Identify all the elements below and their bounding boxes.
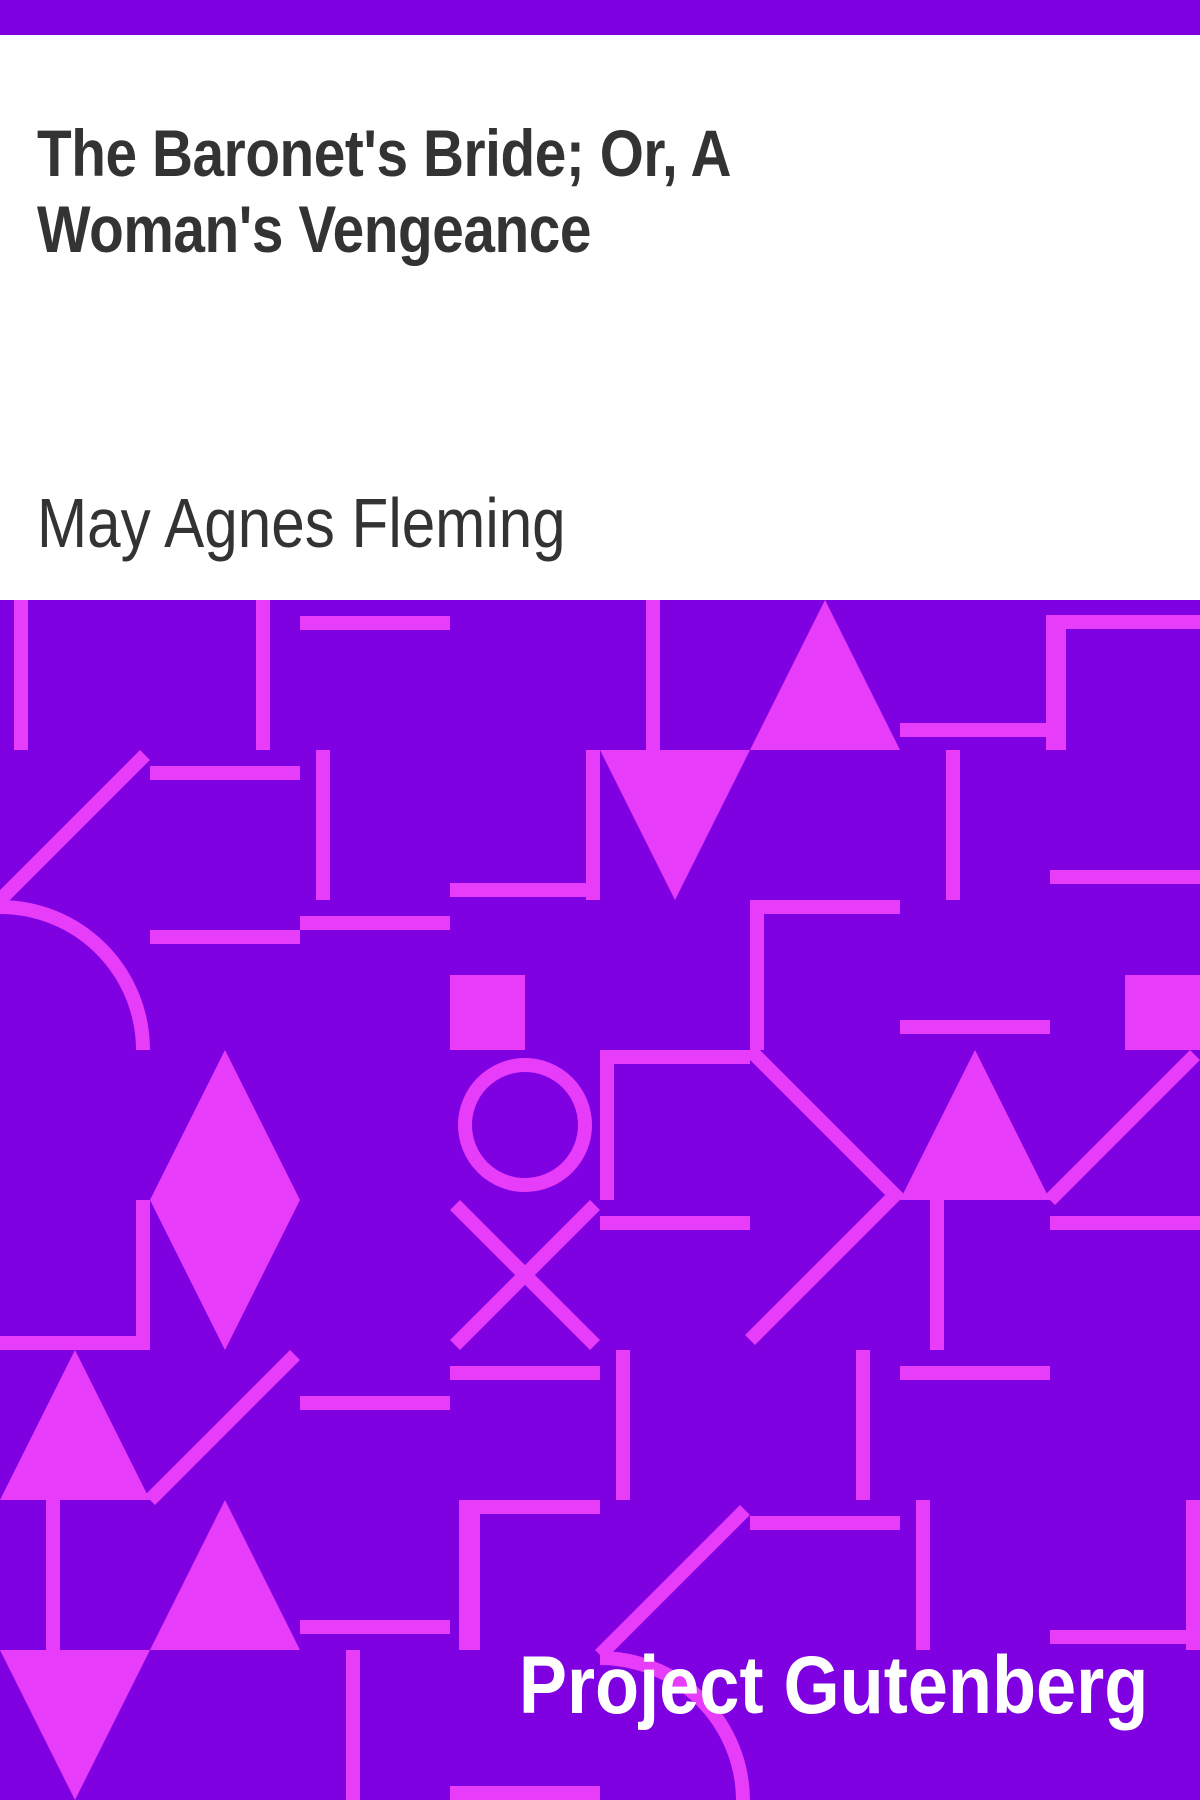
- bar-vertical: [14, 600, 28, 750]
- diagonal-line: [0, 750, 150, 905]
- corner-bend: [600, 1050, 750, 1200]
- bar-horizontal: [450, 1786, 600, 1800]
- ring: [458, 1058, 592, 1192]
- bar-vertical: [946, 750, 960, 900]
- bar-horizontal: [1050, 1216, 1200, 1230]
- bar-vertical: [316, 750, 330, 900]
- bar-horizontal: [600, 1216, 750, 1230]
- quarter-arc: [0, 900, 150, 1051]
- triangle-up: [900, 1050, 1050, 1200]
- cross-mark: [450, 1200, 600, 1350]
- top-color-strip: [0, 0, 1200, 35]
- book-author: May Agnes Fleming: [37, 484, 566, 562]
- bar-vertical: [646, 600, 660, 750]
- bar-vertical: [46, 1500, 60, 1650]
- diamond: [150, 1050, 300, 1350]
- bar-horizontal: [150, 930, 300, 944]
- book-title: The Baronet's Bride; Or, A Woman's Venge…: [37, 116, 729, 266]
- corner-bend: [1046, 615, 1200, 750]
- bar-vertical: [1186, 1500, 1200, 1650]
- bar-vertical: [616, 1350, 630, 1500]
- diagonal-line: [1045, 1050, 1200, 1205]
- publisher-name: Project Gutenberg: [518, 1640, 1148, 1731]
- triangle-down: [0, 1650, 150, 1800]
- bar-horizontal: [150, 766, 300, 780]
- bar-horizontal: [1050, 870, 1200, 884]
- square: [450, 975, 525, 1050]
- bar-horizontal: [300, 1620, 450, 1634]
- geometric-pattern: [0, 600, 1200, 1800]
- pattern-shapes: [0, 600, 1200, 1800]
- bar-horizontal: [300, 1396, 450, 1410]
- corner-bend: [0, 1200, 150, 1350]
- triangle-up: [0, 1350, 150, 1500]
- chevron-line: [745, 1045, 905, 1345]
- bar-horizontal: [900, 1366, 1050, 1380]
- triangle-up: [150, 1500, 300, 1650]
- pattern-artwork: [0, 600, 1200, 1800]
- corner-bend: [459, 1500, 600, 1650]
- quarter-arc: [599, 1651, 750, 1800]
- bar-vertical: [930, 1200, 944, 1350]
- bar-vertical: [346, 1650, 360, 1800]
- bar-horizontal: [1050, 1630, 1200, 1644]
- corner-bend: [750, 900, 900, 1050]
- triangle-down: [600, 750, 750, 900]
- corner-bend: [450, 750, 600, 897]
- diagonal-line: [145, 1350, 300, 1505]
- bar-vertical: [856, 1350, 870, 1500]
- diagonal-line: [595, 1505, 750, 1660]
- bar-vertical: [256, 600, 270, 750]
- triangle-up: [750, 600, 900, 750]
- title-panel: The Baronet's Bride; Or, A Woman's Venge…: [0, 35, 1200, 600]
- bar-horizontal: [300, 916, 450, 930]
- square: [1125, 975, 1200, 1050]
- bar-horizontal: [900, 1020, 1050, 1034]
- bar-horizontal: [450, 1366, 600, 1380]
- bar-vertical: [916, 1500, 930, 1650]
- bar-horizontal: [750, 1516, 900, 1530]
- bar-horizontal: [300, 616, 450, 630]
